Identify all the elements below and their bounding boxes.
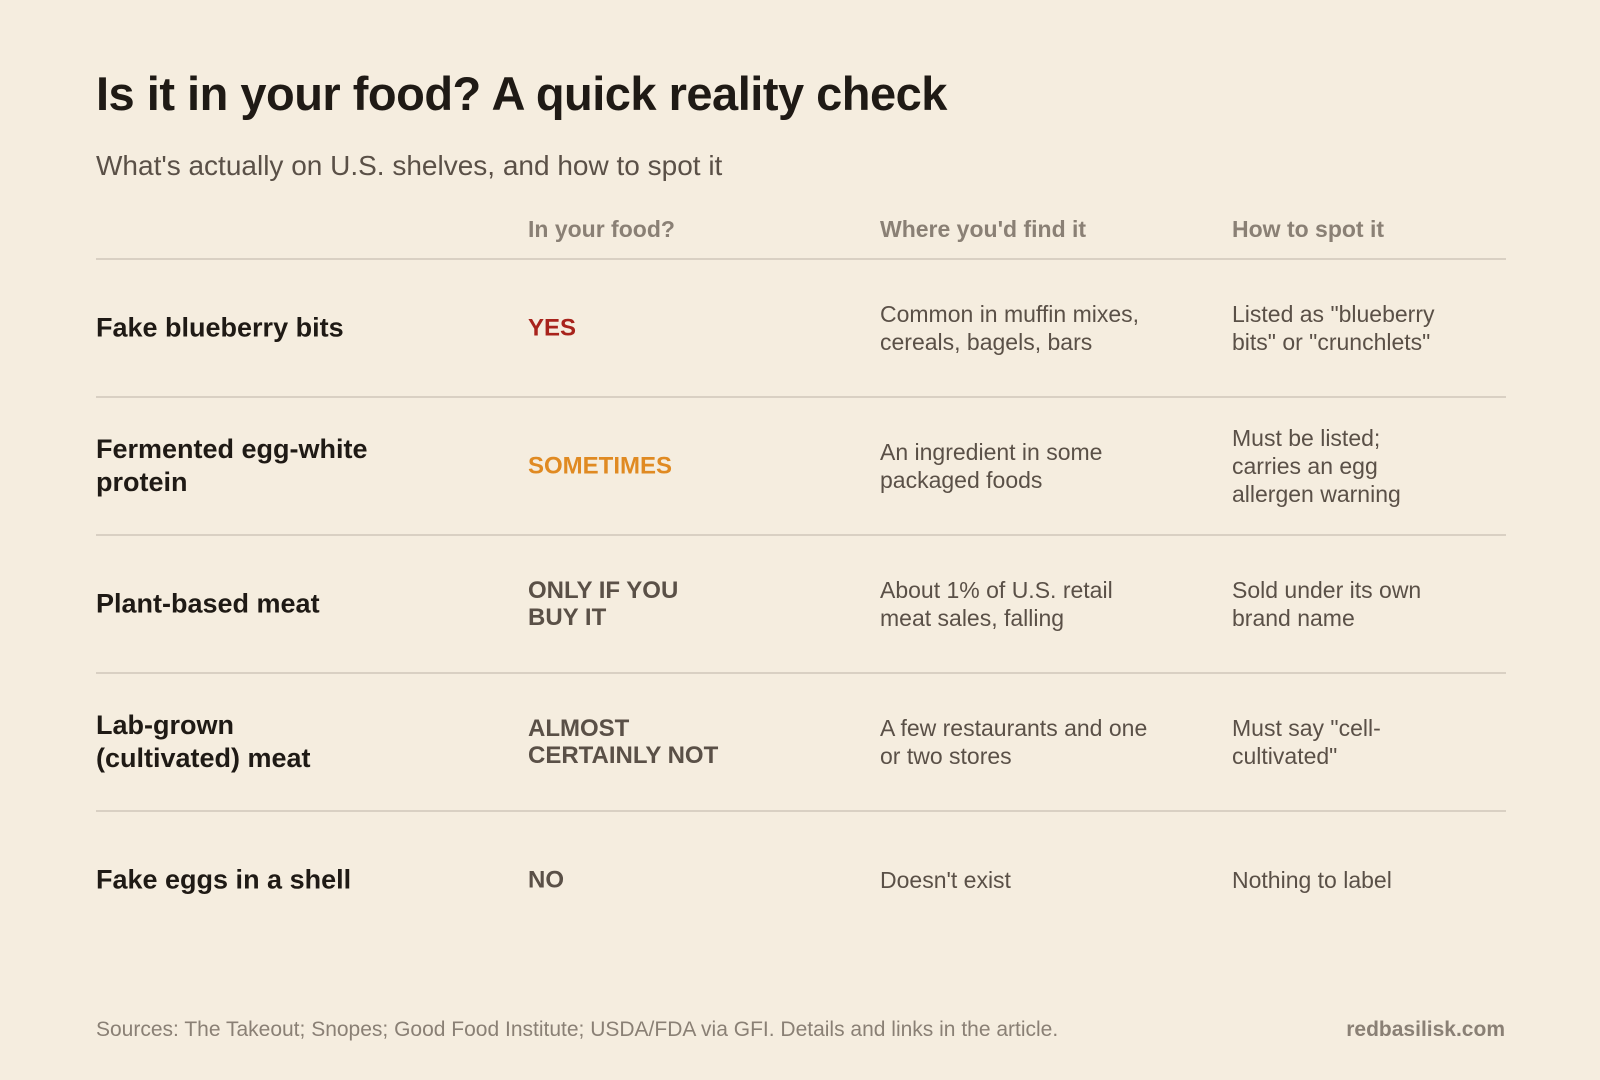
spot-text: Must say "cell-cultivated" [1232,715,1381,769]
table-row: Fermented egg-white protein SOMETIMES An… [96,398,1506,536]
verdict-label: NO [528,866,564,894]
where-text: A few restaurants and one or two stores [880,715,1148,769]
where-text: An ingredient in some packaged foods [880,439,1103,493]
verdict-label: YES [528,314,577,342]
verdict-label: ALMOST CERTAINLY NOT [528,715,719,769]
verdict-label: SOMETIMES [528,452,673,480]
spot-text: Nothing to label [1232,867,1392,893]
spot-text: Listed as "blueberry bits" or "crunchlet… [1232,301,1435,355]
item-label: Lab-grown (cultivated) meat [96,710,311,773]
page-title: Is it in your food? A quick reality chec… [96,67,947,120]
brand-link[interactable]: redbasilisk.com [1346,1018,1505,1041]
table-row: Fake blueberry bits YES Common in muffin… [96,260,1506,398]
header-how-to-spot: How to spot it [1232,216,1385,242]
item-label: Plant-based meat [96,588,320,619]
item-label: Fake blueberry bits [96,312,344,343]
verdict-label: ONLY IF YOU BUY IT [528,577,679,631]
where-text: Common in muffin mixes, cereals, bagels,… [880,301,1140,355]
table-header: In your food? Where you'd find it How to… [96,208,1506,260]
page-subtitle: What's actually on U.S. shelves, and how… [96,150,723,181]
sources-note: Sources: The Takeout; Snopes; Good Food … [96,1018,1059,1041]
item-label: Fermented egg-white protein [96,434,368,497]
table-row: Fake eggs in a shell NO Doesn't exist No… [96,812,1506,948]
where-text: About 1% of U.S. retail meat sales, fall… [880,577,1113,631]
item-label: Fake eggs in a shell [96,864,352,895]
table-row: Lab-grown (cultivated) meat ALMOST CERTA… [96,674,1506,812]
spot-text: Sold under its own brand name [1232,577,1422,631]
where-text: Doesn't exist [880,867,1011,893]
spot-text: Must be listed; carries an egg allergen … [1232,425,1401,507]
header-where: Where you'd find it [880,216,1087,242]
reality-check-table: In your food? Where you'd find it How to… [96,208,1506,948]
table-row: Plant-based meat ONLY IF YOU BUY IT Abou… [96,536,1506,674]
header-in-your-food: In your food? [528,216,675,242]
